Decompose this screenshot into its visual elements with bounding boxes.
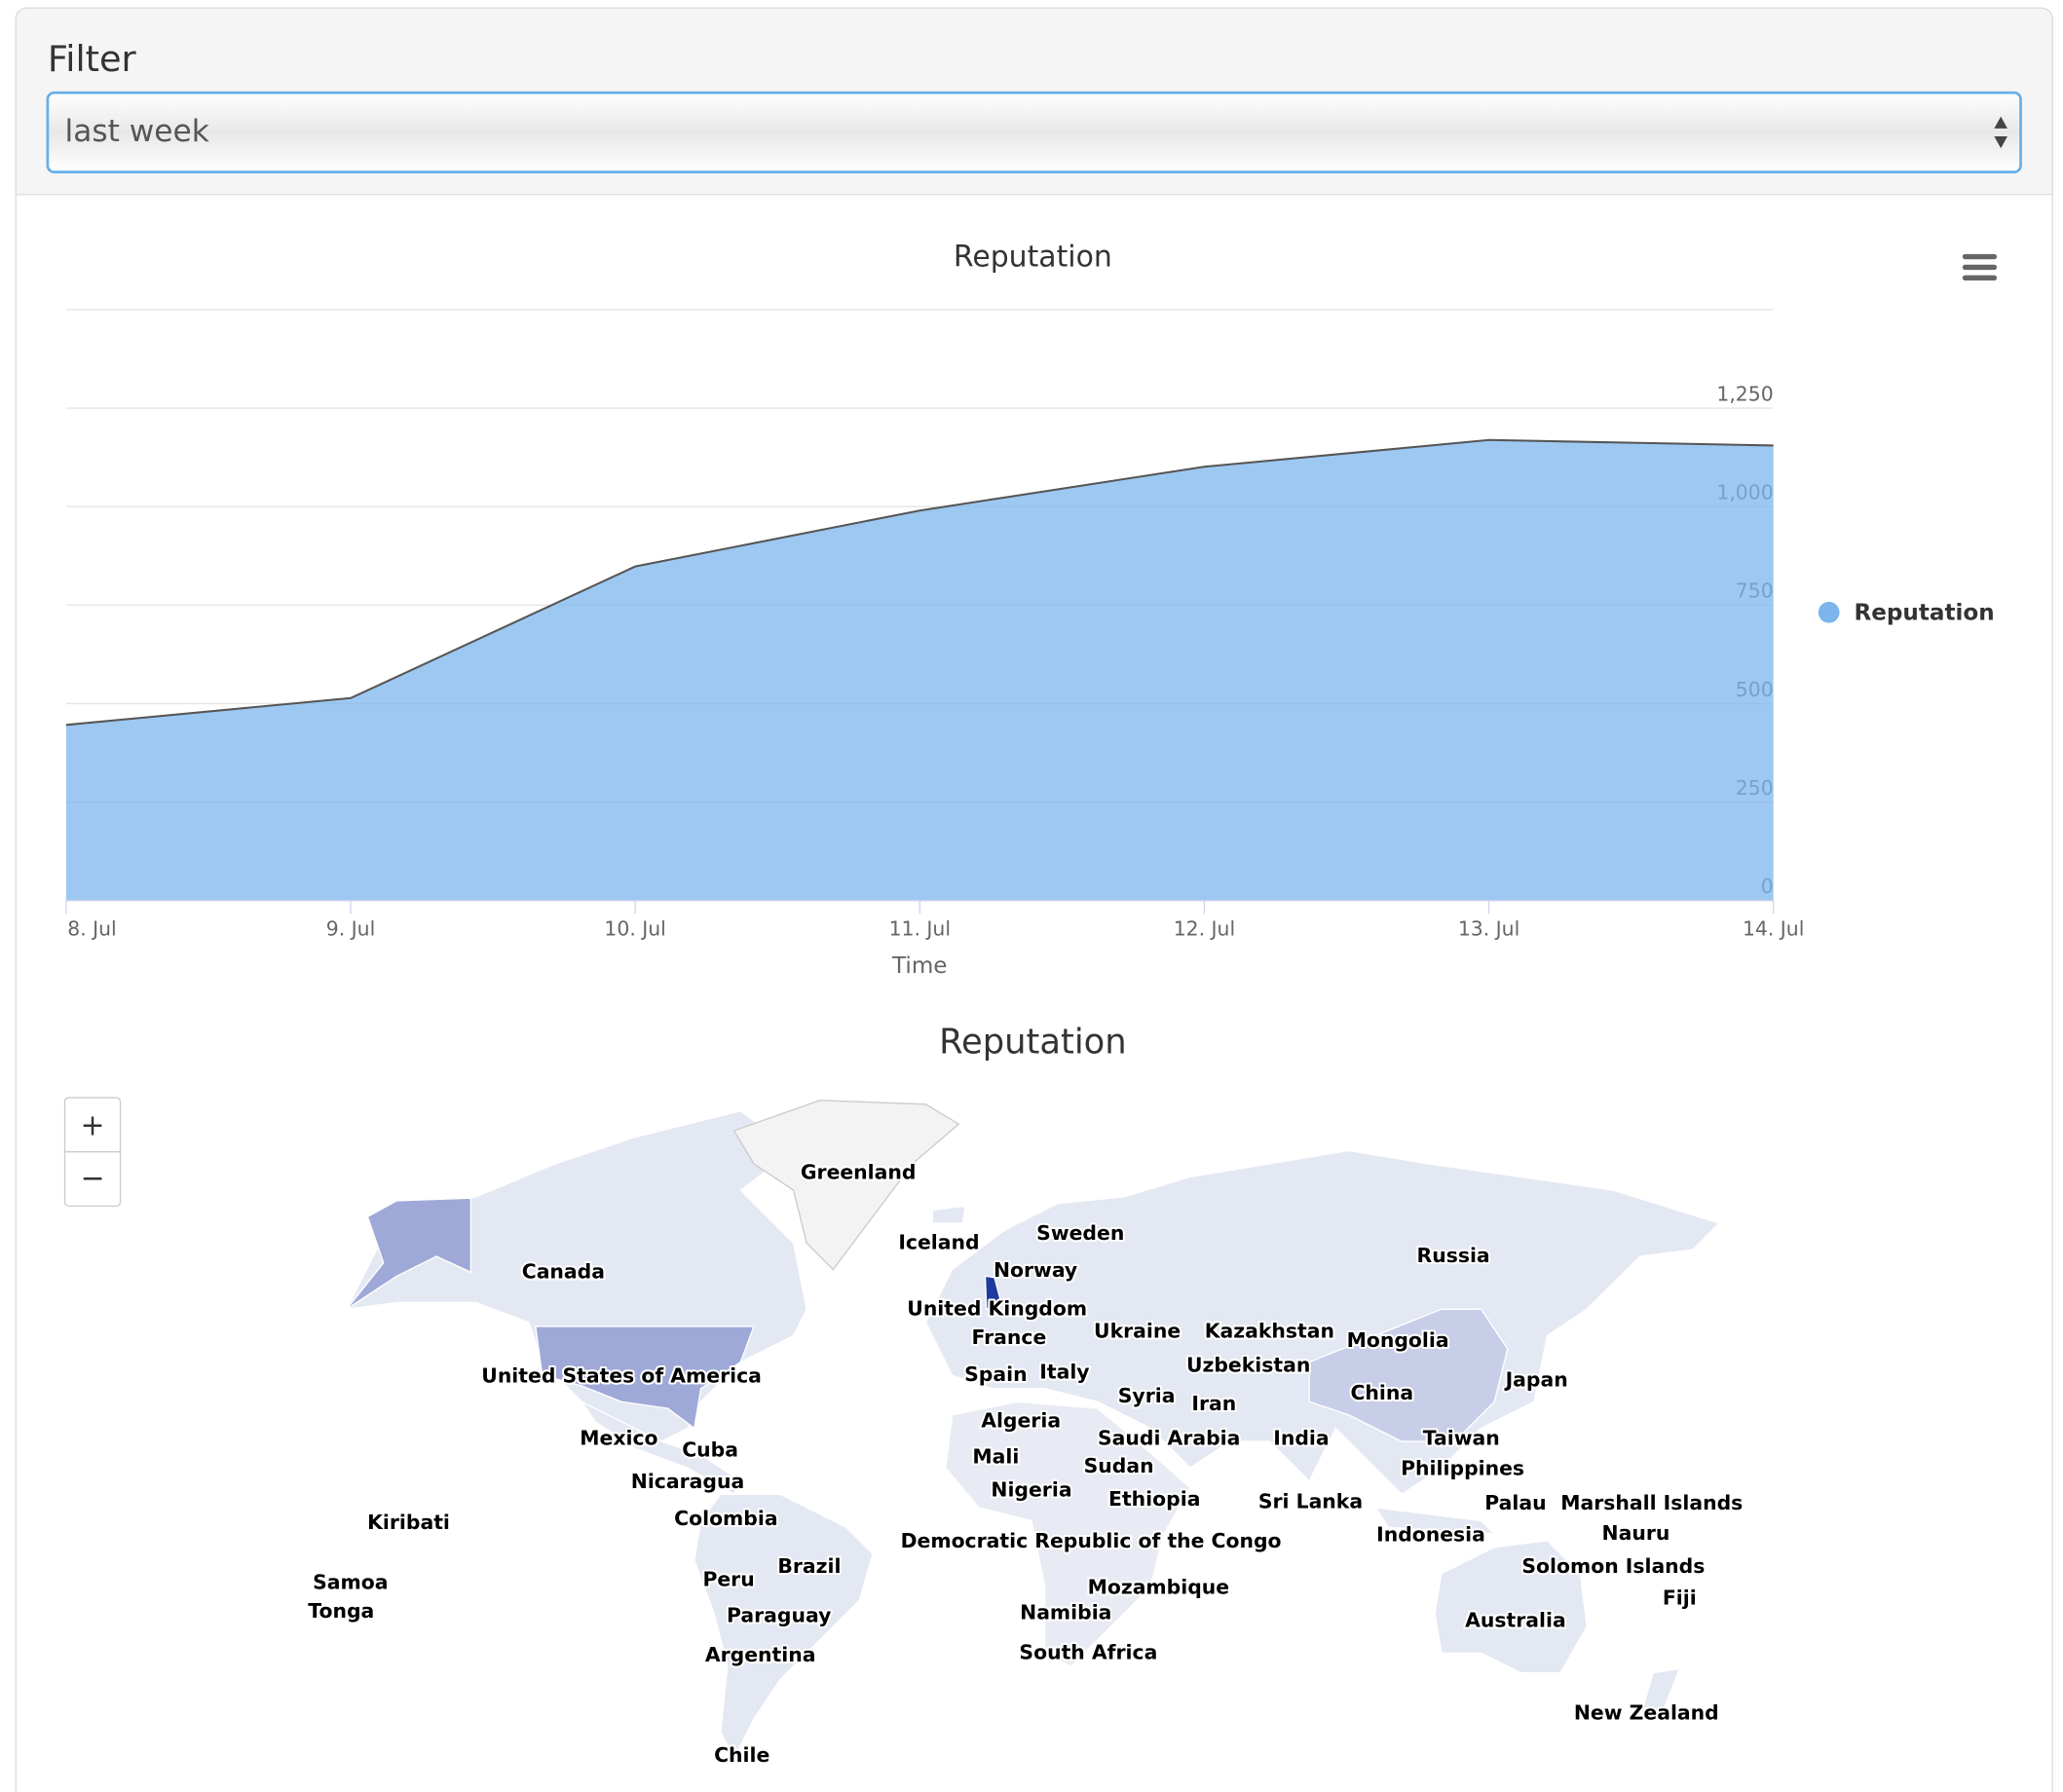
x-tick-label: 11. Jul bbox=[889, 917, 951, 941]
country-label: Sri Lanka bbox=[1258, 1490, 1363, 1513]
country-label: Iran bbox=[1191, 1392, 1236, 1415]
legend-label: Reputation bbox=[1854, 601, 1994, 626]
country-label: Iceland bbox=[898, 1230, 979, 1253]
country-label: Norway bbox=[994, 1258, 1077, 1282]
country-label: Fiji bbox=[1663, 1587, 1697, 1610]
legend-marker bbox=[1818, 601, 1840, 623]
country-label: Canada bbox=[522, 1259, 605, 1283]
country-label: China bbox=[1350, 1381, 1413, 1404]
x-tick-label: 13. Jul bbox=[1458, 917, 1519, 941]
country-label: Chile bbox=[714, 1743, 769, 1767]
country-label: Argentina bbox=[705, 1643, 816, 1666]
y-tick-label: 1,250 bbox=[1716, 382, 1773, 405]
country-label: Algeria bbox=[981, 1409, 1061, 1433]
country-label: Syria bbox=[1118, 1384, 1176, 1407]
country-label: South Africa bbox=[1019, 1640, 1157, 1663]
country-label: Sweden bbox=[1036, 1221, 1124, 1245]
x-axis-title: Time bbox=[891, 953, 947, 979]
chart-title: Reputation bbox=[954, 240, 1112, 274]
country-label: Nigeria bbox=[991, 1477, 1071, 1501]
country-label: Solomon Islands bbox=[1521, 1554, 1705, 1578]
country-label: India bbox=[1273, 1426, 1329, 1449]
country-label: Tonga bbox=[308, 1599, 374, 1623]
country-label: Mexico bbox=[580, 1426, 657, 1449]
filter-select[interactable] bbox=[46, 91, 2022, 174]
country-label: Paraguay bbox=[727, 1603, 831, 1626]
x-tick-label: 8. Jul bbox=[67, 917, 116, 941]
x-tick-label: 9. Jul bbox=[326, 917, 375, 941]
country-label: Mozambique bbox=[1088, 1576, 1229, 1599]
country-label: Philippines bbox=[1401, 1457, 1524, 1480]
area bbox=[65, 439, 1774, 901]
country-label: Ukraine bbox=[1094, 1319, 1181, 1342]
x-tick-label: 10. Jul bbox=[604, 917, 665, 941]
country-label: Uzbekistan bbox=[1186, 1354, 1310, 1377]
country-label: Sudan bbox=[1084, 1454, 1154, 1477]
country-label: Saudi Arabia bbox=[1098, 1426, 1240, 1449]
country-label: Japan bbox=[1504, 1368, 1568, 1392]
country-label: Palau bbox=[1484, 1491, 1546, 1514]
country-label: Italy bbox=[1039, 1360, 1089, 1383]
country-label: Nauru bbox=[1602, 1521, 1670, 1545]
country-label: Mali bbox=[972, 1444, 1019, 1468]
chart-menu[interactable] bbox=[1962, 253, 1998, 280]
country-label: Nicaragua bbox=[631, 1470, 744, 1493]
country-label: Greenland bbox=[801, 1160, 917, 1183]
filter-label: Filter bbox=[48, 38, 137, 80]
country-label: Brazil bbox=[777, 1554, 841, 1578]
x-tick-label: 12. Jul bbox=[1174, 917, 1235, 941]
country-label: France bbox=[972, 1325, 1047, 1349]
country-label: Russia bbox=[1417, 1244, 1490, 1267]
country-label: United States of America bbox=[481, 1364, 762, 1388]
map-shapes bbox=[345, 1100, 1721, 1761]
country-label: Marshall Islands bbox=[1560, 1491, 1743, 1514]
zoom-out[interactable]: − bbox=[81, 1162, 105, 1196]
country-label: Australia bbox=[1465, 1609, 1566, 1632]
filter-value: last week bbox=[65, 114, 209, 149]
country-label: Samoa bbox=[313, 1570, 388, 1593]
country-label: New Zealand bbox=[1574, 1701, 1719, 1725]
world-map: Greenland Iceland Sweden Norway United Kingd… bbox=[306, 1100, 1744, 1769]
zoom-controls: + − bbox=[63, 1097, 122, 1208]
country-label: Democratic Republic of the Congo bbox=[901, 1529, 1282, 1552]
country-label: Taiwan bbox=[1423, 1426, 1500, 1449]
map-title: Reputation bbox=[939, 1022, 1127, 1062]
x-tick-label: 14. Jul bbox=[1743, 917, 1804, 941]
country-label: Colombia bbox=[674, 1507, 777, 1530]
area-line bbox=[65, 438, 1774, 727]
country-label: Indonesia bbox=[1376, 1522, 1485, 1546]
zoom-in[interactable]: + bbox=[81, 1108, 105, 1142]
country-label: Ethiopia bbox=[1108, 1487, 1200, 1511]
select-arrows bbox=[1994, 116, 2007, 149]
country-label: Mongolia bbox=[1347, 1328, 1449, 1352]
country-label: Peru bbox=[702, 1568, 754, 1591]
country-label: Spain bbox=[964, 1363, 1027, 1386]
country-label: United Kingdom bbox=[907, 1296, 1087, 1320]
country-label: Kiribati bbox=[367, 1511, 450, 1534]
country-label: Namibia bbox=[1020, 1601, 1111, 1624]
country-label: Kazakhstan bbox=[1205, 1319, 1334, 1342]
country-label: Cuba bbox=[682, 1438, 738, 1462]
